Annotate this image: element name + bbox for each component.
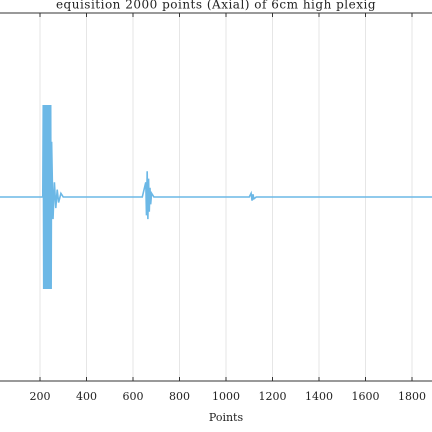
x-tick-label: 1000 [212, 390, 240, 403]
x-tick-label: 400 [76, 390, 97, 403]
x-tick-label: 1400 [305, 390, 333, 403]
chart-title: equisition 2000 points (Axial) of 6cm hi… [56, 0, 376, 12]
x-tick-label: 1800 [398, 390, 426, 403]
x-tick-label: 1600 [352, 390, 380, 403]
x-tick-label: 600 [122, 390, 143, 403]
x-axis-label: Points [209, 411, 244, 424]
x-tick-label: 1200 [258, 390, 286, 403]
x-tick-label: 200 [29, 390, 50, 403]
signal-line [0, 104, 432, 290]
x-tick-label: 800 [169, 390, 190, 403]
